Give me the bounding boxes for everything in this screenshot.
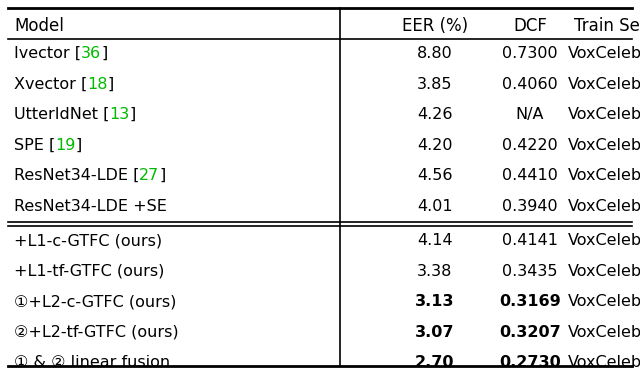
Text: Ivector [: Ivector [ — [14, 46, 81, 61]
Text: +L1-c-GTFC (ours): +L1-c-GTFC (ours) — [14, 233, 162, 248]
Text: 0.4060: 0.4060 — [502, 77, 558, 92]
Text: ResNet34-LDE +SE: ResNet34-LDE +SE — [14, 199, 167, 214]
Text: 0.3169: 0.3169 — [499, 294, 561, 309]
Text: 27: 27 — [140, 168, 159, 183]
Text: ]: ] — [159, 168, 166, 183]
Text: ]: ] — [76, 138, 82, 153]
Text: Model: Model — [14, 17, 64, 35]
Text: 4.01: 4.01 — [417, 199, 453, 214]
Text: Train Set: Train Set — [574, 17, 640, 35]
Text: 0.4410: 0.4410 — [502, 168, 558, 183]
Text: VoxCeleb1: VoxCeleb1 — [568, 325, 640, 340]
Text: 0.2730: 0.2730 — [499, 355, 561, 370]
Text: VoxCeleb1: VoxCeleb1 — [568, 355, 640, 370]
Text: DCF: DCF — [513, 17, 547, 35]
Text: 4.14: 4.14 — [417, 233, 453, 248]
Text: UtterIdNet [: UtterIdNet [ — [14, 107, 109, 122]
Text: VoxCeleb1: VoxCeleb1 — [568, 233, 640, 248]
Text: VoxCeleb1: VoxCeleb1 — [568, 138, 640, 153]
Text: 18: 18 — [87, 77, 108, 92]
Text: 3.85: 3.85 — [417, 77, 452, 92]
Text: VoxCeleb2: VoxCeleb2 — [568, 107, 640, 122]
Text: 4.20: 4.20 — [417, 138, 452, 153]
Text: 4.26: 4.26 — [417, 107, 452, 122]
Text: ]: ] — [108, 77, 114, 92]
Text: 13: 13 — [109, 107, 130, 122]
Text: Xvector [: Xvector [ — [14, 77, 87, 92]
Text: ]: ] — [130, 107, 136, 122]
Text: ①+L2-c-GTFC (ours): ①+L2-c-GTFC (ours) — [14, 294, 177, 309]
Text: 3.13: 3.13 — [415, 294, 455, 309]
Text: 19: 19 — [55, 138, 76, 153]
Text: ResNet34-LDE [: ResNet34-LDE [ — [14, 168, 140, 183]
Text: 4.56: 4.56 — [417, 168, 452, 183]
Text: VoxCeleb1: VoxCeleb1 — [568, 168, 640, 183]
Text: 36: 36 — [81, 46, 101, 61]
Text: EER (%): EER (%) — [402, 17, 468, 35]
Text: VoxCeleb1: VoxCeleb1 — [568, 77, 640, 92]
Text: 3.38: 3.38 — [417, 264, 452, 279]
Text: N/A: N/A — [516, 107, 544, 122]
Text: 0.3207: 0.3207 — [499, 325, 561, 340]
Text: ① & ② linear fusion: ① & ② linear fusion — [14, 355, 170, 370]
Text: 8.80: 8.80 — [417, 46, 453, 61]
Text: 3.07: 3.07 — [415, 325, 455, 340]
Text: SPE [: SPE [ — [14, 138, 55, 153]
Text: 0.3940: 0.3940 — [502, 199, 558, 214]
Text: 0.7300: 0.7300 — [502, 46, 558, 61]
Text: +L1-tf-GTFC (ours): +L1-tf-GTFC (ours) — [14, 264, 164, 279]
Text: ②+L2-tf-GTFC (ours): ②+L2-tf-GTFC (ours) — [14, 325, 179, 340]
Text: VoxCeleb1: VoxCeleb1 — [568, 294, 640, 309]
Text: 2.70: 2.70 — [415, 355, 455, 370]
Text: 0.3435: 0.3435 — [502, 264, 557, 279]
Text: VoxCeleb1: VoxCeleb1 — [568, 46, 640, 61]
Text: 0.4220: 0.4220 — [502, 138, 558, 153]
Text: VoxCeleb1: VoxCeleb1 — [568, 199, 640, 214]
Text: VoxCeleb1: VoxCeleb1 — [568, 264, 640, 279]
Text: 0.4141: 0.4141 — [502, 233, 558, 248]
Text: ]: ] — [101, 46, 108, 61]
